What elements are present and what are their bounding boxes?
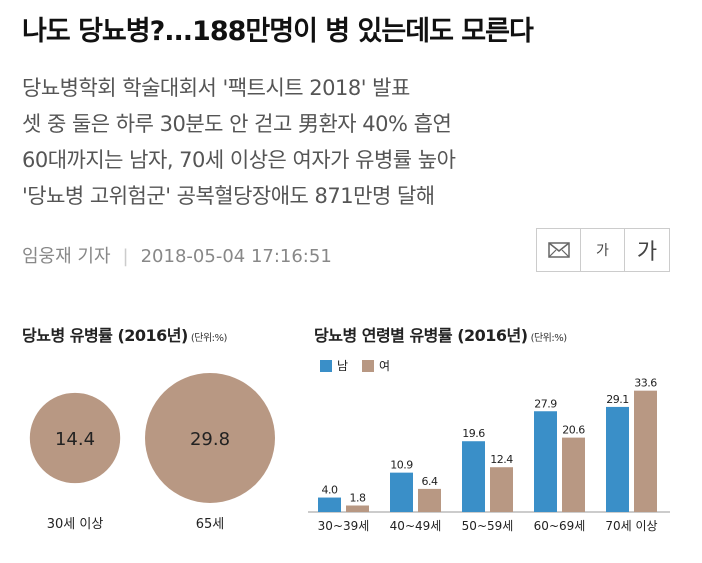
age-chart-legend: 남 여 xyxy=(320,357,404,374)
legend-swatch-male xyxy=(320,359,332,372)
legend-label-male: 남 xyxy=(337,359,349,373)
bar-female xyxy=(490,467,513,512)
prevalence-chart-title: 당뇨병 유병률 (2016년) (단위:%) xyxy=(22,322,227,346)
prevalence-bubble-chart: 14.4 30세 이상 29.8 65세 xyxy=(29,373,275,532)
prevalence-category-label: 30세 이상 xyxy=(47,517,104,532)
bar-female xyxy=(346,505,369,512)
bar-value-label: 27.9 xyxy=(534,397,557,410)
bar-female xyxy=(418,488,441,512)
bar-value-label: 12.4 xyxy=(490,453,513,466)
article-headline: 나도 당뇨병?...188만명이 병 있는데도 모른다 xyxy=(22,16,534,47)
envelope-icon xyxy=(547,242,570,258)
bar-male xyxy=(318,497,341,512)
prevalence-title-text: 당뇨병 유병률 (2016년) xyxy=(22,326,188,345)
bar-male xyxy=(390,472,413,512)
bar-value-label: 6.4 xyxy=(422,475,438,488)
bar-female xyxy=(562,437,585,512)
byline-divider: | xyxy=(122,246,129,267)
bar-value-label: 20.6 xyxy=(562,424,585,437)
age-chart-title: 당뇨병 연령별 유병률 (2016년) (단위:%) xyxy=(314,322,567,346)
font-size-decrease-button[interactable]: 가 xyxy=(581,229,625,271)
subhead-line: 60대까지는 남자, 70세 이상은 여자가 유병률 높아 xyxy=(22,148,456,172)
article-toolbar: 가 가 xyxy=(536,228,670,272)
prevalence-value-label: 14.4 xyxy=(55,429,95,450)
prevalence-value-label: 29.8 xyxy=(190,429,230,450)
article-subheads: 당뇨병학회 학술대회서 '팩트시트 2018' 발표 셋 중 둘은 하루 30분… xyxy=(22,70,682,214)
age-title-text: 당뇨병 연령별 유병률 (2016년) xyxy=(314,326,528,345)
age-category-label: 30~39세 xyxy=(318,519,370,533)
subhead-line: 당뇨병학회 학술대회서 '팩트시트 2018' 발표 xyxy=(22,76,410,100)
prevalence-bubble xyxy=(145,373,275,503)
email-share-button[interactable] xyxy=(537,229,581,271)
bar-female xyxy=(634,390,657,512)
prevalence-unit: (단위:%) xyxy=(190,333,228,344)
bar-value-label: 4.0 xyxy=(322,484,338,497)
prevalence-category-label: 65세 xyxy=(196,517,225,532)
bar-value-label: 19.6 xyxy=(462,427,485,440)
bar-male xyxy=(606,406,629,512)
legend-label-female: 여 xyxy=(379,359,391,373)
prevalence-bubble xyxy=(29,392,121,484)
age-category-label: 40~49세 xyxy=(390,519,442,533)
bar-value-label: 33.6 xyxy=(634,377,657,390)
age-unit: (단위:%) xyxy=(530,333,568,344)
subhead-line: '당뇨병 고위험군' 공복혈당장애도 871만명 달해 xyxy=(22,184,435,208)
bar-male xyxy=(462,441,485,512)
publish-timestamp: 2018-05-04 17:16:51 xyxy=(140,246,332,267)
age-category-label: 50~59세 xyxy=(462,519,514,533)
age-category-label: 70세 이상 xyxy=(605,519,657,533)
legend-swatch-female xyxy=(362,359,375,372)
font-size-increase-button[interactable]: 가 xyxy=(636,240,658,265)
author-name[interactable]: 임웅재 기자 xyxy=(22,246,111,267)
bar-male xyxy=(534,411,557,512)
age-bar-chart: 4.0 1.8 30~39세 10.9 6.4 40~49세 19.6 12.4 50~59세 2… xyxy=(308,377,670,533)
byline: 임웅재 기자 | 2018-05-04 17:16:51 xyxy=(22,242,332,272)
bar-value-label: 1.8 xyxy=(350,492,366,505)
age-category-label: 60~69세 xyxy=(534,519,586,533)
bar-value-label: 10.9 xyxy=(390,459,413,472)
bar-value-label: 29.1 xyxy=(606,393,629,406)
subhead-line: 셋 중 둘은 하루 30분도 안 걷고 男환자 40% 흡연 xyxy=(22,112,452,136)
